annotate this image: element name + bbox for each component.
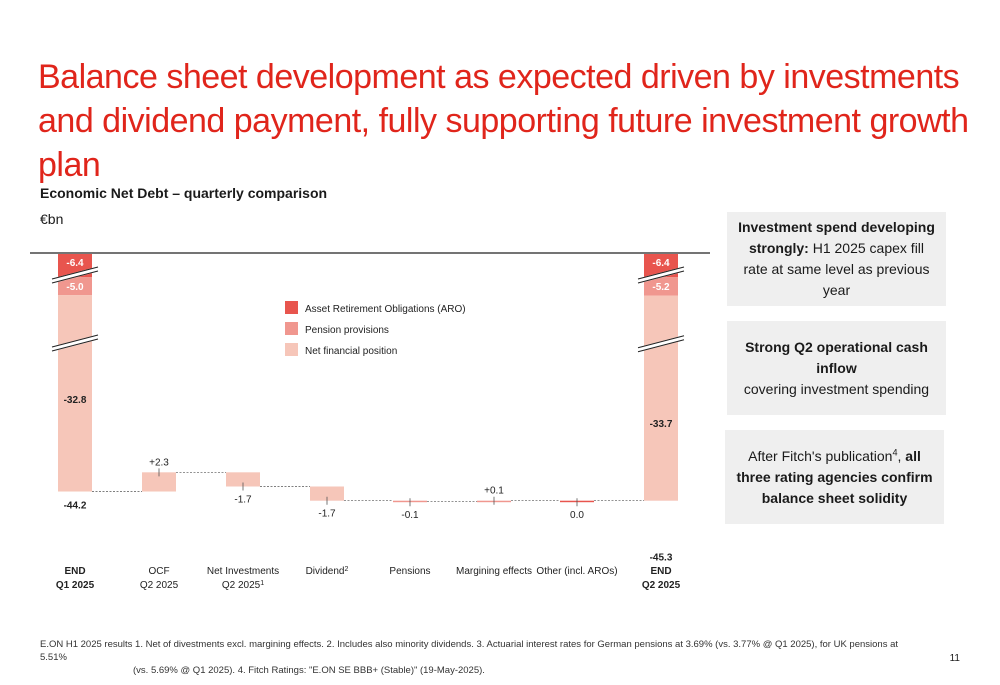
footnote-line-1: E.ON H1 2025 results 1. Net of divestmen… <box>40 639 899 663</box>
category-label-4: Pensions <box>389 566 430 577</box>
legend-label-0: Asset Retirement Obligations (ARO) <box>305 304 466 315</box>
category-label-1: OCF <box>148 566 169 577</box>
delta-bar-dividend <box>310 486 344 501</box>
callout-cash-inflow-bold: Strong Q2 operational cash inflow <box>745 338 928 376</box>
start-pension-label: -5.0 <box>66 282 84 293</box>
delta-bar-netinv <box>226 472 260 487</box>
callout-investment-spend: Investment spend developing strongly: H1… <box>727 212 946 306</box>
start-aro-label: -6.4 <box>66 258 84 269</box>
category-sublabel-7: Q2 2025 <box>642 580 681 591</box>
axis-break-mark <box>51 334 99 352</box>
chart-title: Economic Net Debt – quarterly comparison <box>40 185 328 201</box>
axis-break-mark <box>637 335 685 353</box>
start-pension-bar <box>58 277 92 296</box>
category-sup: 2 <box>345 566 349 573</box>
callout-rating-agencies: After Fitch's publication4, all three ra… <box>725 430 944 524</box>
delta-label-netinv: -1.7 <box>234 495 252 506</box>
category-label-6: Other (incl. AROs) <box>536 566 617 577</box>
callout-cash-inflow-text: covering investment spending <box>743 380 930 397</box>
axis-break-line <box>637 270 685 284</box>
footnotes: E.ON H1 2025 results 1. Net of divestmen… <box>40 638 920 677</box>
start-total-label: -44.2 <box>64 501 87 512</box>
delta-label-other: 0.0 <box>570 510 584 521</box>
category-sublabel-1: Q2 2025 <box>140 580 179 591</box>
category-label-3: Dividend2 <box>306 566 349 578</box>
legend-label-1: Pension provisions <box>305 325 389 336</box>
end-net-financial-bar <box>644 295 678 501</box>
end-aro-label: -6.4 <box>652 258 670 269</box>
callout-rating-bold: all three rating agencies confirm balanc… <box>736 447 933 506</box>
category-label-2: Net Investments <box>207 566 279 577</box>
axis-break-line <box>51 270 99 284</box>
axis-break-line <box>637 339 685 353</box>
legend-swatch-0 <box>285 301 298 314</box>
waterfall-chart: -6.4 -5.0 -32.8 -44.2 -6.4 -5.2 -33.7 -45.3 +2.3… <box>30 252 710 592</box>
end-net-label: -33.7 <box>650 419 673 430</box>
callout-cash-inflow: Strong Q2 operational cash inflow coverin… <box>727 321 946 415</box>
category-sublabel-0: Q1 2025 <box>56 580 95 591</box>
unit-label: €bn <box>40 211 64 227</box>
delta-label-pensions: -0.1 <box>401 510 419 521</box>
callout-rating-sup: 4 <box>892 446 898 457</box>
category-sublabel-2: Q2 20251 <box>222 580 264 592</box>
callout-investment-spend-bold: Investment spend developing strongly: <box>738 219 935 256</box>
legend-label-2: Net financial position <box>305 346 397 357</box>
axis-break-mark <box>637 266 685 284</box>
axis-break-line <box>51 266 99 280</box>
legend-swatch-1 <box>285 322 298 335</box>
callout-rating-pre: After Fitch's publication <box>748 447 893 464</box>
end-pension-bar <box>644 277 678 296</box>
axis-break-line <box>637 335 685 349</box>
axis-break-line <box>51 334 99 348</box>
category-sup: 1 <box>260 580 264 587</box>
axis-break-mark <box>51 266 99 284</box>
end-total-label: -45.3 <box>650 553 673 564</box>
start-net-label: -32.8 <box>64 395 87 406</box>
axis-break-line <box>51 338 99 352</box>
page-title: Balance sheet development as expected dr… <box>38 58 969 184</box>
callout-rating-mid: , <box>897 447 906 464</box>
category-label-7: END <box>650 566 671 577</box>
page-number: 11 <box>949 653 960 664</box>
start-net-financial-bar <box>58 295 92 492</box>
delta-bar-ocf <box>142 472 176 492</box>
legend-swatch-2 <box>285 343 298 356</box>
footnote-line-2: (vs. 5.69% @ Q1 2025). 4. Fitch Ratings:… <box>133 665 485 676</box>
delta-label-margining: +0.1 <box>484 486 504 497</box>
axis-break-line <box>637 266 685 280</box>
category-label-0: END <box>64 566 85 577</box>
delta-label-ocf: +2.3 <box>149 457 169 468</box>
end-pension-label: -5.2 <box>652 282 670 293</box>
delta-label-dividend: -1.7 <box>318 509 336 520</box>
category-label-5: Margining effects <box>456 566 532 577</box>
callout-investment-spend-text: H1 2025 capex fill rate at same level as… <box>743 240 930 298</box>
